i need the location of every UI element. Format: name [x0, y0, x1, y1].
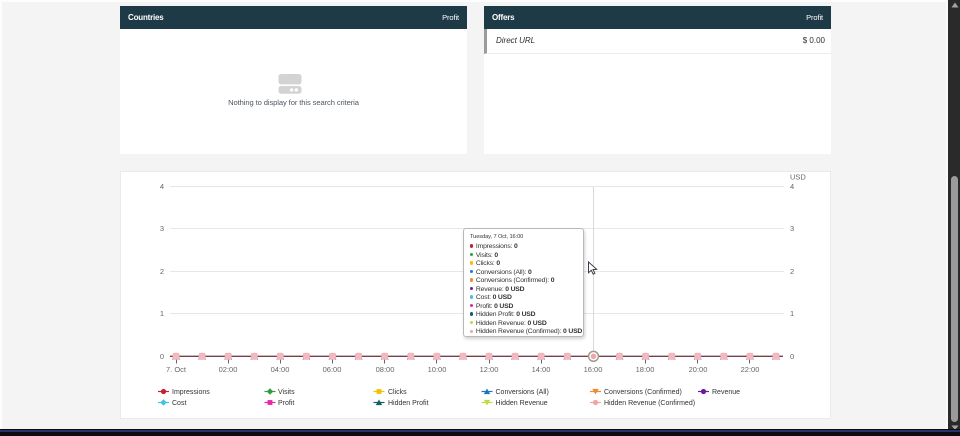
svg-text:08:00: 08:00: [376, 365, 395, 374]
svg-text:Impressions: Impressions: [172, 389, 210, 396]
svg-text:22:00: 22:00: [741, 365, 760, 374]
svg-text:Revenue: Revenue: [712, 389, 740, 396]
svg-text:12:00: 12:00: [480, 365, 499, 374]
svg-text:3: 3: [790, 224, 794, 233]
svg-text:Cost: Cost: [172, 400, 186, 407]
svg-text:Hidden Revenue: Hidden Revenue: [496, 400, 548, 407]
svg-text:Profit: Profit: [278, 400, 294, 407]
svg-text:Hidden Profit: Hidden Profit: [388, 400, 429, 407]
svg-text:4: 4: [790, 182, 794, 191]
svg-text:2: 2: [790, 267, 794, 276]
svg-text:1: 1: [160, 309, 164, 318]
svg-text:0: 0: [790, 352, 794, 361]
svg-text:14:00: 14:00: [532, 365, 551, 374]
svg-text:10:00: 10:00: [428, 365, 447, 374]
svg-text:Hidden Revenue (Confirmed): Hidden Revenue (Confirmed): [604, 400, 695, 407]
svg-text:3: 3: [160, 224, 164, 233]
svg-text:Conversions (Confirmed): Conversions (Confirmed): [604, 389, 682, 396]
svg-text:0: 0: [160, 352, 164, 361]
svg-text:7. Oct: 7. Oct: [166, 365, 187, 374]
svg-text:Visits: Visits: [278, 389, 295, 396]
svg-text:4: 4: [160, 182, 164, 191]
svg-text:06:00: 06:00: [323, 365, 342, 374]
svg-text:18:00: 18:00: [636, 365, 655, 374]
svg-text:20:00: 20:00: [689, 365, 708, 374]
svg-text:1: 1: [790, 309, 794, 318]
svg-text:USD: USD: [790, 173, 806, 182]
svg-text:2: 2: [160, 267, 164, 276]
svg-text:Clicks: Clicks: [388, 389, 407, 396]
svg-text:Conversions (All): Conversions (All): [496, 389, 549, 396]
svg-text:04:00: 04:00: [271, 365, 290, 374]
svg-text:02:00: 02:00: [219, 365, 238, 374]
svg-text:16:00: 16:00: [584, 365, 603, 374]
